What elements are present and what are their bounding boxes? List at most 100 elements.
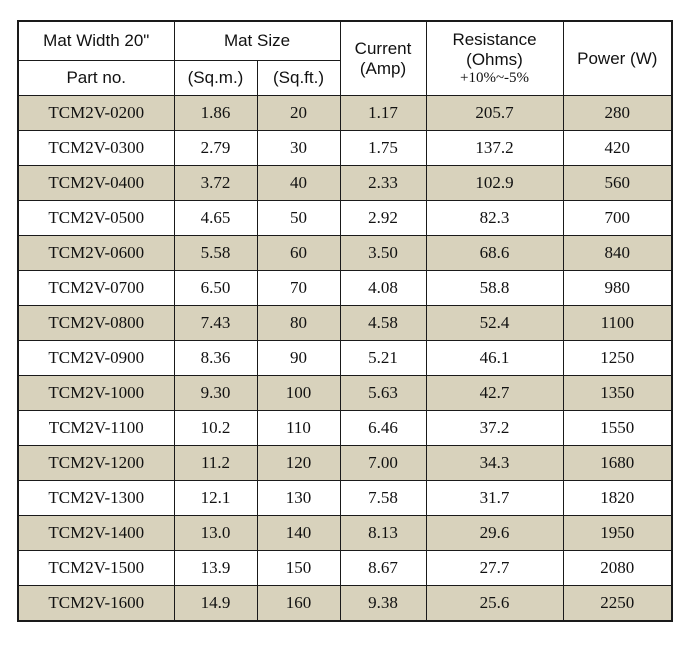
table-row: TCM2V-1600 14.9 160 9.38 25.6 2250 — [17, 585, 673, 622]
header-row: Part no. (Sq.m.) (Sq.ft.) — [17, 60, 672, 96]
table-row: TCM2V-0600 5.58 60 3.50 68.6 840 — [17, 235, 673, 271]
table-row: TCM2V-1400 13.0 140 8.13 29.6 1950 — [17, 515, 673, 551]
cell-resistance: 27.7 — [425, 550, 564, 586]
cell-sqm: 10.2 — [173, 410, 258, 446]
cell-resistance: 29.6 — [425, 515, 564, 551]
table-row: TCM2V-1100 10.2 110 6.46 37.2 1550 — [17, 410, 673, 446]
header-current-unit: (Amp) — [359, 58, 407, 78]
cell-part-no: TCM2V-0700 — [17, 270, 175, 306]
cell-part-no: TCM2V-0900 — [17, 340, 175, 376]
header-mat-size: Mat Size — [173, 20, 341, 61]
cell-resistance: 37.2 — [425, 410, 564, 446]
cell-part-no: TCM2V-1400 — [17, 515, 175, 551]
cell-sqft: 120 — [256, 445, 341, 481]
cell-sqm: 4.65 — [173, 200, 258, 236]
cell-part-no: TCM2V-1600 — [17, 585, 175, 622]
cell-current: 1.17 — [339, 95, 427, 131]
cell-sqm: 5.58 — [173, 235, 258, 271]
cell-part-no: TCM2V-0200 — [17, 95, 175, 131]
cell-power: 980 — [562, 270, 673, 306]
cell-current: 1.75 — [339, 130, 427, 166]
cell-sqm: 8.36 — [173, 340, 258, 376]
cell-resistance: 25.6 — [425, 585, 564, 622]
cell-sqm: 7.43 — [173, 305, 258, 341]
table-row: TCM2V-0800 7.43 80 4.58 52.4 1100 — [17, 305, 673, 341]
cell-current: 5.21 — [339, 340, 427, 376]
table-row: TCM2V-0300 2.79 30 1.75 137.2 420 — [17, 130, 673, 166]
cell-part-no: TCM2V-0600 — [17, 235, 175, 271]
cell-sqm: 14.9 — [173, 585, 258, 622]
cell-resistance: 31.7 — [425, 480, 564, 516]
header-resistance-unit: (Ohms) — [466, 50, 523, 69]
cell-sqft: 140 — [256, 515, 341, 551]
header-power: Power (W) — [562, 20, 673, 96]
cell-part-no: TCM2V-1500 — [17, 550, 175, 586]
cell-sqft: 100 — [256, 375, 341, 411]
cell-current: 6.46 — [339, 410, 427, 446]
cell-current: 3.50 — [339, 235, 427, 271]
header-mat-width: Mat Width 20" — [17, 20, 175, 61]
cell-resistance: 82.3 — [425, 200, 564, 236]
cell-sqft: 130 — [256, 480, 341, 516]
cell-power: 1550 — [562, 410, 673, 446]
cell-part-no: TCM2V-1100 — [17, 410, 175, 446]
cell-current: 4.08 — [339, 270, 427, 306]
table-row: TCM2V-1200 11.2 120 7.00 34.3 1680 — [17, 445, 673, 481]
cell-power: 1100 — [562, 305, 673, 341]
cell-sqft: 80 — [256, 305, 341, 341]
table-row: TCM2V-0700 6.50 70 4.08 58.8 980 — [17, 270, 673, 306]
cell-sqm: 6.50 — [173, 270, 258, 306]
cell-resistance: 205.7 — [425, 95, 564, 131]
cell-sqft: 160 — [256, 585, 341, 622]
cell-power: 1350 — [562, 375, 673, 411]
cell-current: 2.33 — [339, 165, 427, 201]
cell-power: 280 — [562, 95, 673, 131]
cell-power: 700 — [562, 200, 673, 236]
header-sqft: (Sq.ft.) — [256, 60, 341, 96]
cell-current: 7.00 — [339, 445, 427, 481]
table-body: TCM2V-0200 1.86 20 1.17 205.7 280 TCM2V-0300 2.… — [17, 95, 673, 622]
cell-sqm: 13.0 — [173, 515, 258, 551]
table-row: TCM2V-1000 9.30 100 5.63 42.7 1350 — [17, 375, 673, 411]
cell-sqft: 110 — [256, 410, 341, 446]
cell-current: 5.63 — [339, 375, 427, 411]
cell-current: 7.58 — [339, 480, 427, 516]
cell-part-no: TCM2V-0300 — [17, 130, 175, 166]
cell-part-no: TCM2V-0800 — [17, 305, 175, 341]
header-resistance-label: Resistance — [452, 30, 537, 49]
cell-part-no: TCM2V-1200 — [17, 445, 175, 481]
header-current-label: Current — [354, 38, 412, 58]
cell-current: 8.13 — [339, 515, 427, 551]
cell-power: 560 — [562, 165, 673, 201]
cell-sqm: 11.2 — [173, 445, 258, 481]
cell-sqft: 90 — [256, 340, 341, 376]
cell-power: 1950 — [562, 515, 673, 551]
cell-sqft: 150 — [256, 550, 341, 586]
cell-resistance: 58.8 — [425, 270, 564, 306]
cell-part-no: TCM2V-0400 — [17, 165, 175, 201]
header-row: Mat Width 20" Mat Size Current (Amp) Res… — [17, 20, 673, 96]
table-header: Mat Width 20" Mat Size Current (Amp) Res… — [17, 20, 673, 96]
table-row: TCM2V-0500 4.65 50 2.92 82.3 700 — [17, 200, 673, 236]
cell-sqm: 9.30 — [173, 375, 258, 411]
cell-sqm: 1.86 — [173, 95, 258, 131]
cell-sqm: 13.9 — [173, 550, 258, 586]
cell-sqm: 2.79 — [173, 130, 258, 166]
cell-power: 840 — [562, 235, 673, 271]
table-row: TCM2V-0900 8.36 90 5.21 46.1 1250 — [17, 340, 673, 376]
cell-power: 1820 — [562, 480, 673, 516]
cell-part-no: TCM2V-1000 — [17, 375, 175, 411]
cell-sqft: 50 — [256, 200, 341, 236]
cell-sqm: 12.1 — [173, 480, 258, 516]
header-resistance-tolerance: +10%~-5% — [459, 70, 530, 86]
cell-resistance: 137.2 — [425, 130, 564, 166]
table-row: TCM2V-1500 13.9 150 8.67 27.7 2080 — [17, 550, 673, 586]
header-sqm: (Sq.m.) — [173, 60, 258, 96]
cell-part-no: TCM2V-0500 — [17, 200, 175, 236]
cell-current: 8.67 — [339, 550, 427, 586]
header-current: Current (Amp) — [339, 20, 427, 96]
cell-power: 420 — [562, 130, 673, 166]
mat-spec-table: Mat Width 20" Mat Size Current (Amp) Res… — [17, 20, 674, 622]
cell-current: 9.38 — [339, 585, 427, 622]
table-row: TCM2V-1300 12.1 130 7.58 31.7 1820 — [17, 480, 673, 516]
